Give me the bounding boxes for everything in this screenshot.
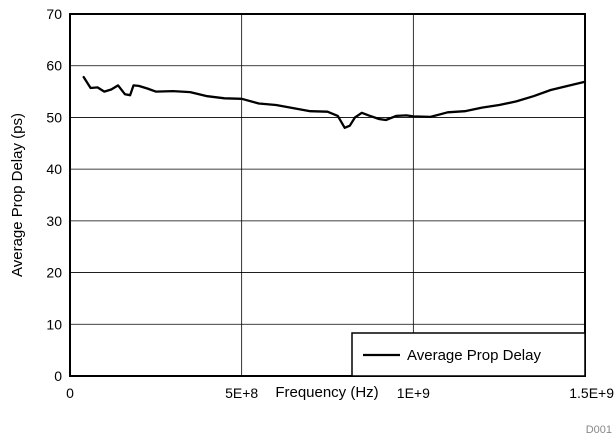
plot-background xyxy=(70,14,585,376)
legend-label-average-prop-delay: Average Prop Delay xyxy=(407,347,541,364)
x-tick-label: 5E+8 xyxy=(225,385,258,401)
y-tick-label: 20 xyxy=(46,265,62,281)
y-tick-label: 0 xyxy=(54,368,62,384)
grid-lines xyxy=(70,14,585,376)
x-tick-label: 1.5E+9 xyxy=(569,385,614,401)
y-axis-title: Average Prop Delay (ps) xyxy=(9,113,26,277)
x-tick-label: 0 xyxy=(66,385,74,401)
y-tick-label: 60 xyxy=(46,58,62,74)
y-tick-labels: 0 10 20 30 40 50 60 70 xyxy=(46,6,62,384)
y-tick-label: 30 xyxy=(46,213,62,229)
y-tick-label: 10 xyxy=(46,316,62,332)
x-axis-title: Frequency (Hz) xyxy=(275,384,378,401)
y-tick-label: 50 xyxy=(46,109,62,125)
series-line-average-prop-delay xyxy=(82,75,587,129)
y-tick-label: 70 xyxy=(46,6,62,22)
footnote: D001 xyxy=(586,424,612,436)
x-tick-label: 1E+9 xyxy=(397,385,430,401)
legend: Average Prop Delay xyxy=(351,332,586,377)
x-tick-labels: 0 5E+8 1E+9 1.5E+9 xyxy=(66,385,614,401)
plot-border xyxy=(69,13,586,377)
y-tick-label: 40 xyxy=(46,161,62,177)
